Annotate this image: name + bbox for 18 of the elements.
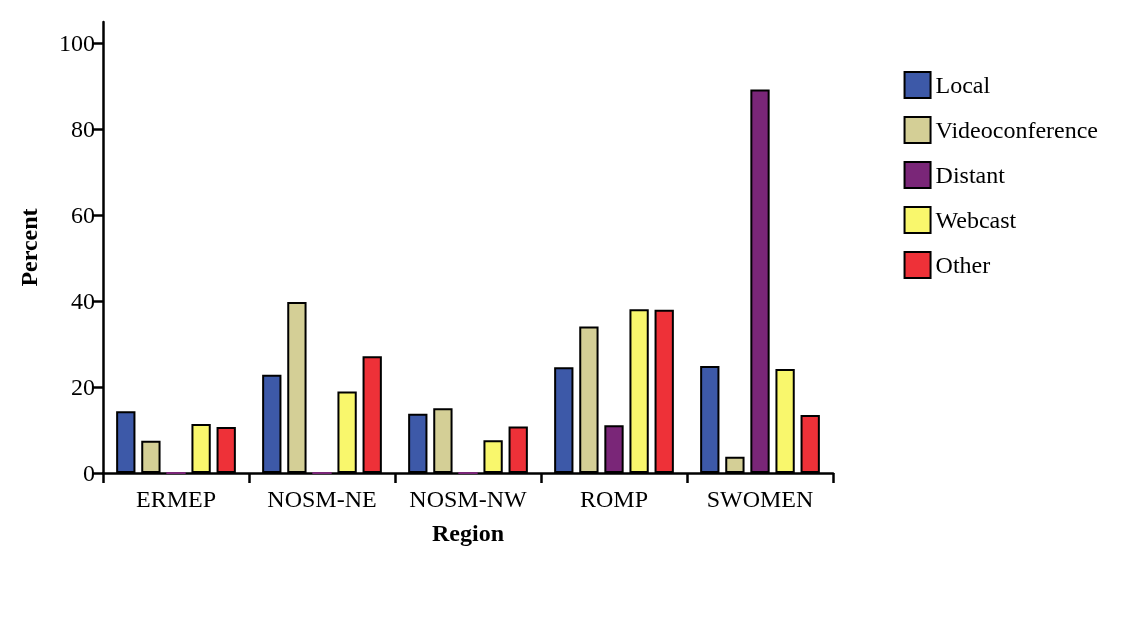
- x-tick-label: SWOMEN: [706, 486, 814, 512]
- y-tick-label: 100: [59, 30, 95, 57]
- legend-label: Distant: [935, 162, 1006, 188]
- legend-label: Webcast: [935, 207, 1017, 233]
- y-tick-label: 20: [71, 374, 95, 401]
- x-tick-label: NOSM-NW: [409, 486, 528, 512]
- legend-label: Local: [935, 72, 991, 98]
- legend-label: Other: [935, 252, 991, 278]
- y-tick-label: 40: [71, 288, 95, 315]
- legend-label: Videoconference: [935, 117, 1099, 143]
- x-tick-label: ROMP: [579, 486, 649, 512]
- x-tick-label: NOSM-NE: [267, 486, 377, 512]
- x-tick-label: ERMEP: [135, 486, 217, 512]
- x-axis-title: Region: [432, 520, 504, 546]
- y-tick-label: 80: [71, 116, 95, 143]
- y-axis-title: Percent: [16, 208, 42, 287]
- y-tick-label: 0: [83, 460, 95, 486]
- y-tick-label: 60: [71, 202, 95, 229]
